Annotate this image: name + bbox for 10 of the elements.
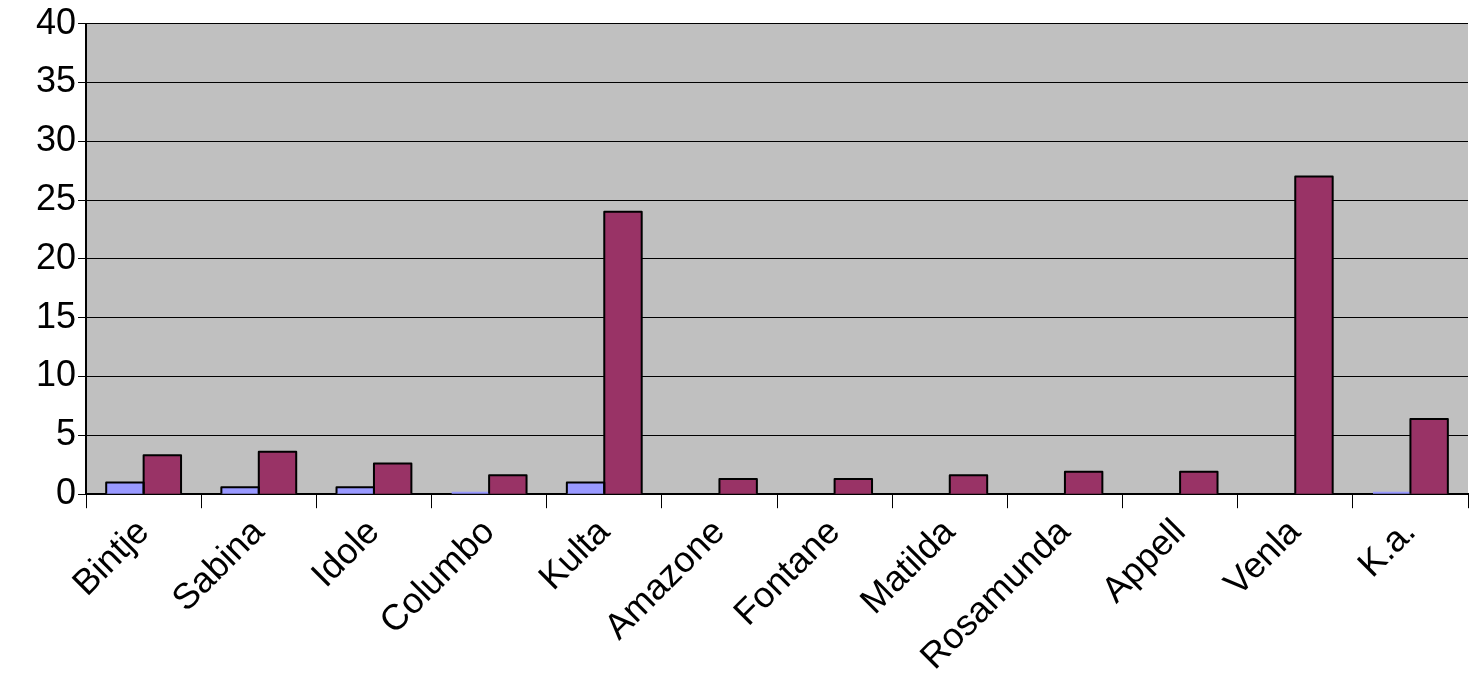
y-tick-label: 0 xyxy=(56,471,77,513)
y-tick-label: 10 xyxy=(36,353,77,395)
y-tick-label: 5 xyxy=(56,412,77,454)
y-tick-label: 40 xyxy=(36,0,77,42)
y-tick-label: 25 xyxy=(36,176,77,218)
y-tick-label: 35 xyxy=(36,59,77,101)
y-tick-label: 30 xyxy=(36,118,77,160)
x-tick-label: K.a. xyxy=(1348,510,1424,585)
y-tick-label: 20 xyxy=(36,235,77,277)
y-tick-label: 15 xyxy=(36,294,77,336)
